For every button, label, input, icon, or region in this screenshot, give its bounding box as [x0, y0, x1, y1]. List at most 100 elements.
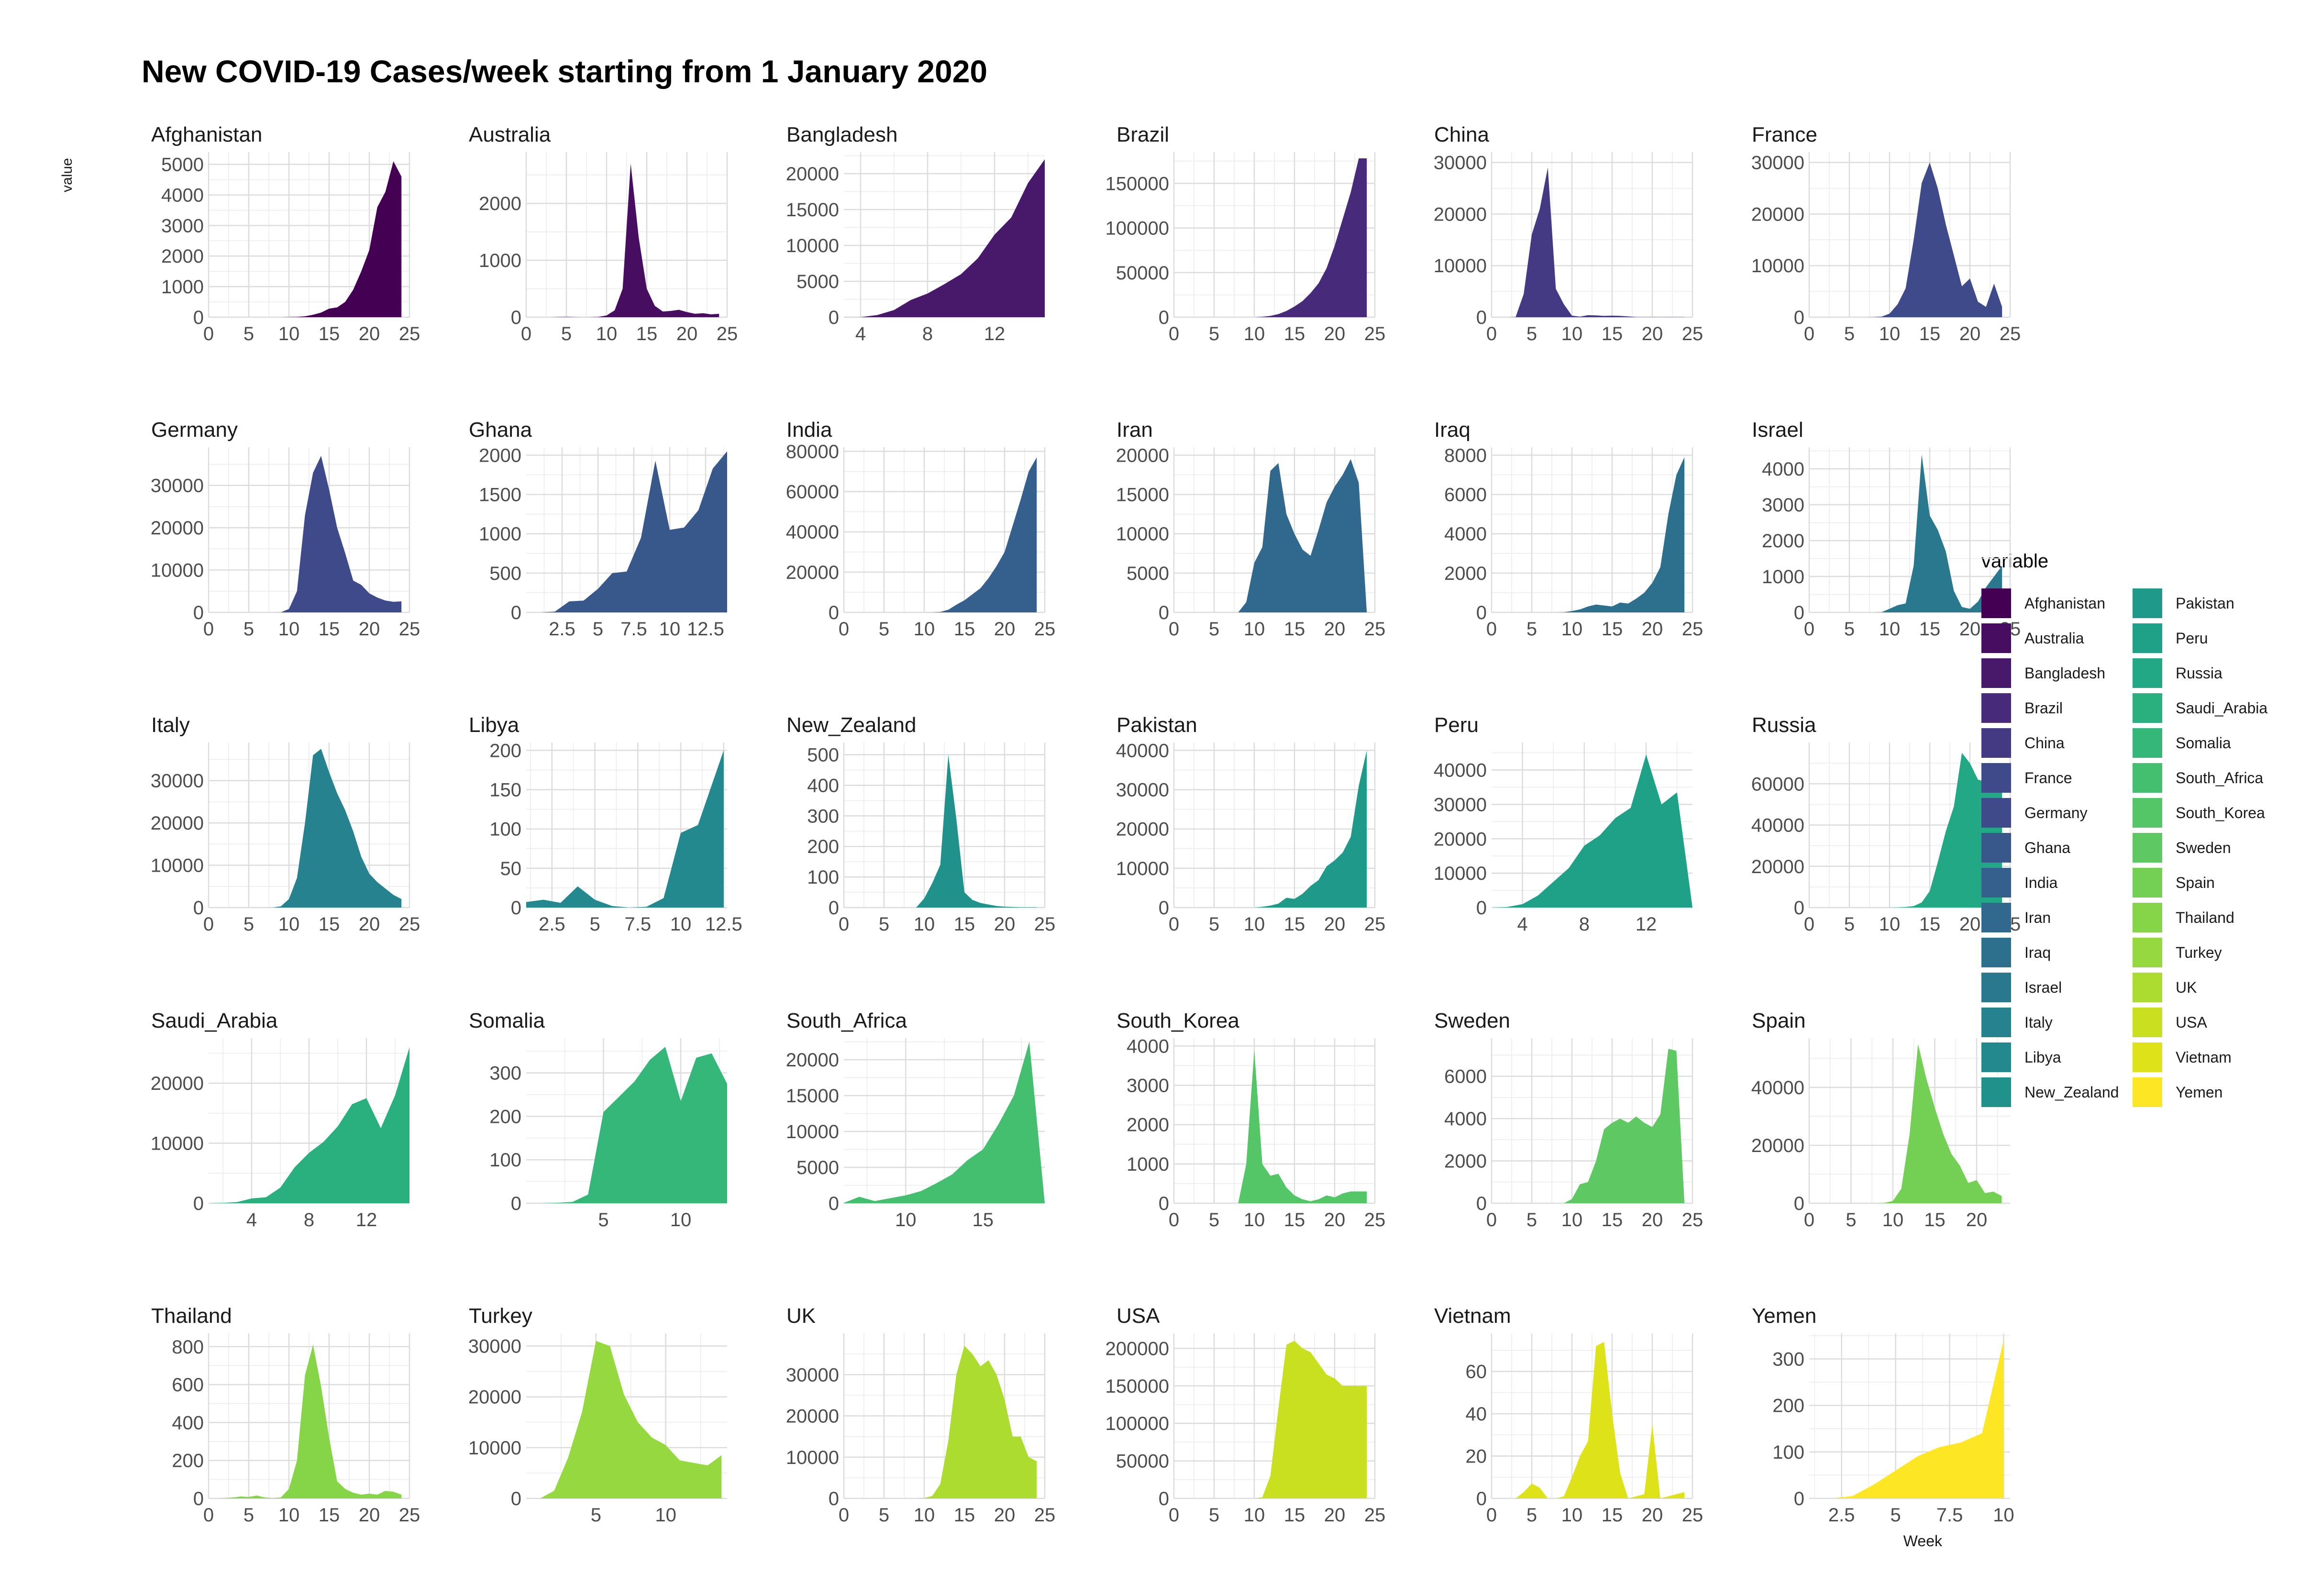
legend-swatch [1981, 1077, 2011, 1107]
y-tick-label: 5000 [1127, 563, 1169, 584]
area-series [851, 754, 1037, 908]
y-tick-label: 0 [1159, 307, 1169, 328]
y-tick-label: 0 [511, 1488, 521, 1509]
x-tick-label: 25 [1364, 619, 1386, 640]
x-tick-label: 15 [1602, 1505, 1623, 1526]
panel-title: Bangladesh [786, 123, 897, 146]
x-tick-label: 12.5 [705, 914, 742, 935]
legend-item-peru: Peru [2133, 623, 2208, 653]
y-axis-label: value [59, 158, 75, 192]
x-tick-label: 5 [1844, 619, 1855, 640]
panel-south-africa: South_Africa 0 5000 10000 15000 20000 10 15 [786, 1009, 1045, 1230]
x-tick-label: 25 [1034, 914, 1056, 935]
y-tick-label: 40 [1466, 1404, 1487, 1425]
legend-label: India [2024, 874, 2058, 891]
x-tick-label: 20 [1642, 1505, 1663, 1526]
x-tick-label: 20 [1324, 1505, 1346, 1526]
legend-label: New_Zealand [2024, 1084, 2119, 1101]
y-tick-label: 10000 [1116, 858, 1169, 879]
legend-item-bangladesh: Bangladesh [1981, 658, 2105, 688]
y-tick-label: 10000 [786, 235, 839, 256]
panel-title: Libya [469, 713, 520, 737]
y-tick-label: 20000 [1116, 819, 1169, 840]
panel-title: USA [1117, 1304, 1160, 1328]
legend-swatch [2133, 1008, 2162, 1037]
legend-item-iran: Iran [1981, 903, 2051, 932]
legend-item-saudi-arabia: Saudi_Arabia [2133, 693, 2267, 723]
x-tick-label: 20 [1324, 323, 1346, 344]
x-tick-label: 5 [1209, 619, 1219, 640]
y-tick-label: 600 [172, 1374, 204, 1396]
x-tick-label: 0 [1486, 1209, 1497, 1230]
area-series [540, 1341, 722, 1498]
panel-israel: Israel010002000300040000510152025 [1752, 418, 2021, 640]
legend-item-germany: Germany [1981, 798, 2088, 828]
y-tick-label: 0 [193, 1488, 204, 1509]
panel-italy: Italy 0 10000 20000 30000 0 5 10 15 20 25 [151, 713, 420, 935]
panel-somalia: Somalia 0 100 200 300 5 10 [469, 1009, 727, 1230]
y-tick-label: 4000 [1127, 1036, 1169, 1057]
area-series [1182, 158, 1367, 317]
legend-label: Vietnam [2176, 1049, 2232, 1066]
y-tick-label: 1000 [161, 277, 204, 298]
x-tick-label: 5 [1846, 1209, 1856, 1230]
legend-label: Australia [2024, 630, 2084, 647]
y-tick-label: 30000 [151, 476, 204, 497]
x-tick-label: 5 [1209, 1505, 1219, 1526]
y-tick-label: 20000 [786, 1406, 839, 1427]
x-tick-label: 10 [1244, 619, 1265, 640]
y-tick-label: 0 [829, 602, 839, 623]
x-tick-label: 5 [879, 1505, 889, 1526]
x-tick-label: 5 [879, 914, 889, 935]
x-tick-label: 5 [1526, 1209, 1537, 1230]
area-series [542, 1047, 727, 1203]
y-tick-label: 40000 [1434, 760, 1487, 781]
area-series [526, 750, 724, 908]
x-tick-label: 20 [1642, 619, 1663, 640]
y-tick-label: 1000 [1762, 566, 1804, 587]
x-tick-label: 0 [1169, 1505, 1179, 1526]
y-tick-label: 0 [1159, 1488, 1169, 1509]
legend-label: Yemen [2176, 1084, 2223, 1101]
y-tick-label: 60000 [1751, 774, 1804, 795]
y-tick-label: 15000 [786, 200, 839, 221]
legend-swatch [1981, 973, 2011, 1002]
x-tick-label: 0 [521, 323, 531, 344]
panel-title: Yemen [1752, 1304, 1816, 1328]
area-series [216, 455, 402, 612]
x-tick-label: 10 [1561, 1505, 1583, 1526]
x-tick-label: 0 [839, 1505, 849, 1526]
y-tick-label: 0 [829, 307, 839, 328]
legend-item-ghana: Ghana [1981, 833, 2070, 863]
panel-thailand: Thailand 0 200 400 600 800 0 5 10 15 20 25 [151, 1304, 420, 1526]
y-tick-label: 10000 [1116, 524, 1169, 545]
legend-swatch [2133, 868, 2162, 898]
x-tick-label: 8 [922, 323, 933, 344]
y-tick-label: 20000 [786, 164, 839, 185]
x-tick-label: 10 [914, 619, 935, 640]
x-tick-label: 15 [954, 1505, 975, 1526]
legend-swatch [1981, 938, 2011, 967]
legend-item-sweden: Sweden [2133, 833, 2231, 863]
y-tick-label: 15000 [1116, 485, 1169, 506]
y-tick-label: 20000 [786, 562, 839, 583]
y-tick-label: 1000 [479, 250, 521, 271]
panel-title: Vietnam [1434, 1304, 1511, 1328]
x-tick-label: 0 [1804, 914, 1814, 935]
x-tick-label: 15 [973, 1209, 994, 1230]
panel-new-zealand: New_Zealand 0 100 200 300 400 500 0 5 10 15 20 25 [786, 713, 1055, 935]
x-tick-label: 15 [1602, 323, 1623, 344]
y-tick-label: 50000 [1116, 1451, 1169, 1472]
panel-france: France 0 10000 20000 30000 0 5 10 15 20 25 [1751, 123, 2021, 344]
x-tick-label: 0 [1804, 619, 1814, 640]
area-series [1492, 754, 1692, 908]
y-tick-label: 10000 [1434, 255, 1487, 277]
x-tick-label: 5 [243, 1505, 254, 1526]
legend-item-turkey: Turkey [2133, 938, 2222, 967]
y-tick-label: 200 [1772, 1396, 1804, 1417]
panel-title: South_Korea [1117, 1009, 1239, 1032]
panel-iraq: Iraq 0 2000 4000 6000 8000 0 5 10 15 20 25 [1434, 418, 1703, 640]
area-series [216, 749, 402, 908]
y-tick-label: 50000 [1116, 263, 1169, 284]
area-series [1499, 167, 1685, 317]
